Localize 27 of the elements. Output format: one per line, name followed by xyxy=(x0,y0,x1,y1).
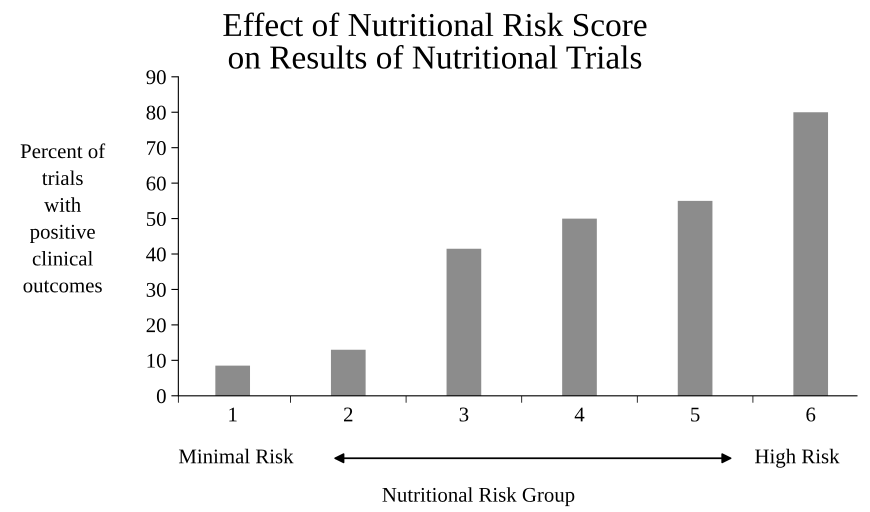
y-tick-label: 90 xyxy=(146,70,166,84)
y-axis-title: Percent of trials with positive clinical outcomes xyxy=(20,143,106,292)
text: Minimal Risk xyxy=(178,448,294,464)
bar xyxy=(330,350,366,396)
y-tick-label: 70 xyxy=(147,141,166,156)
x-axis-title: Nutritional Risk Group xyxy=(382,487,574,506)
y-tick-label: 0 xyxy=(156,389,166,404)
bar xyxy=(562,218,597,396)
x-tick-label: 5 xyxy=(691,408,700,422)
bar xyxy=(446,248,482,396)
y-tick-label: 50 xyxy=(146,212,166,226)
text: High Risk xyxy=(755,448,840,468)
bar xyxy=(215,366,250,396)
x-tick-label: 6 xyxy=(806,408,816,422)
y-tick-label: 20 xyxy=(146,318,166,332)
y-tick-label: 40 xyxy=(146,247,166,262)
chart-title: Effect of Nutritional Risk Score on Results of Nutritional Trials xyxy=(223,12,646,69)
x-tick-label: 3 xyxy=(460,408,468,422)
y-tick-label: 10 xyxy=(148,354,166,368)
y-tick-label: 80 xyxy=(146,106,166,120)
bar xyxy=(678,200,712,396)
x-tick-label: 4 xyxy=(574,408,584,422)
y-tick-label: 30 xyxy=(146,282,166,297)
x-tick-label: 1 xyxy=(229,408,237,422)
x-tick-label: 2 xyxy=(344,408,352,422)
y-tick-label: 60 xyxy=(146,176,166,191)
bar xyxy=(793,112,828,396)
